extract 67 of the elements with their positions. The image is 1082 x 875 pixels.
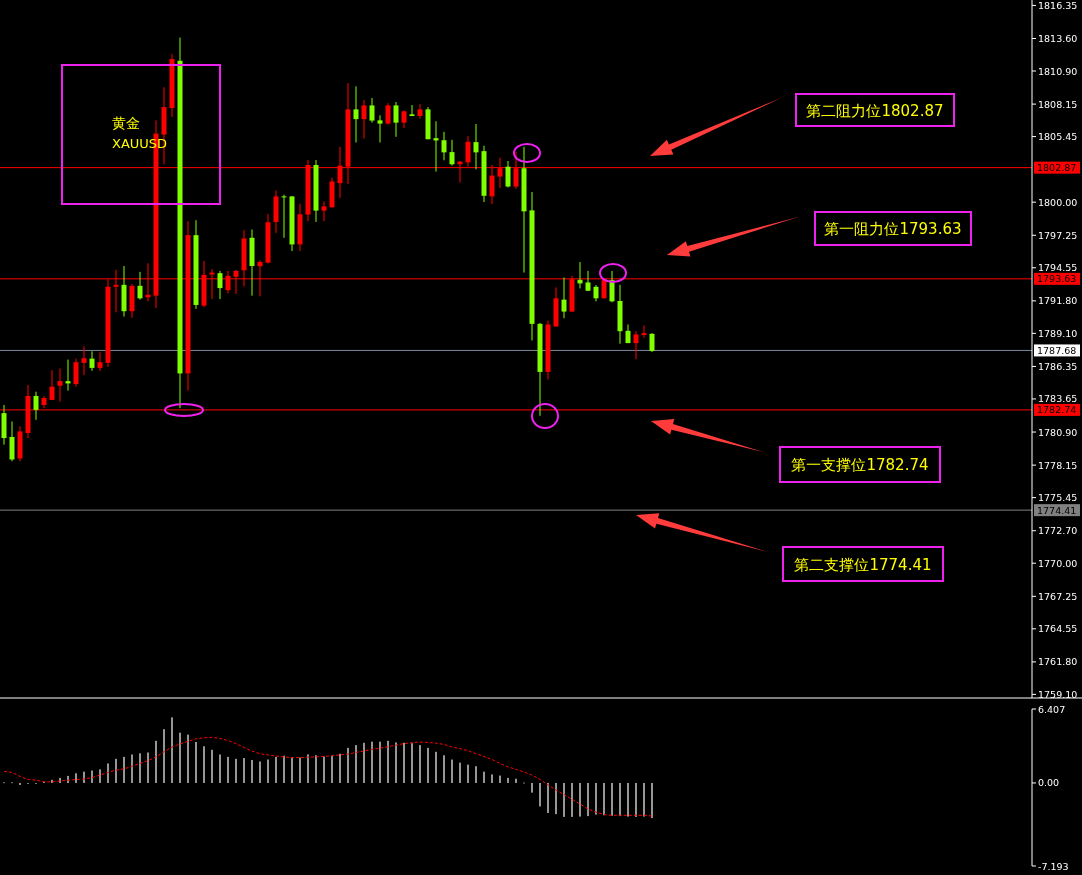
y-tick-label: 1800.00 (1038, 196, 1078, 208)
candlestick (473, 123, 479, 170)
y-tick-label: 1805.45 (1038, 131, 1078, 143)
candlestick (633, 330, 639, 360)
y-tick-label: 1772.70 (1038, 525, 1078, 537)
candlestick (505, 160, 511, 188)
annotation: 第一阻力位1793.63 (824, 220, 962, 238)
ref-line-label: 1793.63 (1037, 273, 1077, 285)
candlestick (33, 391, 39, 421)
y-tick-label: 1786.35 (1038, 360, 1078, 372)
candlestick (57, 368, 63, 403)
candlestick (417, 103, 423, 120)
y-tick-label: 0.00 (1038, 777, 1060, 789)
candlestick (9, 420, 15, 462)
y-tick-label: 1808.15 (1038, 98, 1078, 110)
y-tick-label: 1759.10 (1038, 688, 1078, 700)
candlestick (449, 139, 455, 167)
y-tick-label: 1794.55 (1038, 262, 1078, 274)
candlestick (561, 277, 567, 319)
text: 黄金 (112, 115, 140, 131)
y-tick-label: 1813.60 (1038, 33, 1078, 45)
y-tick-label: 6.407 (1038, 703, 1066, 715)
ref-line-label: 1782.74 (1037, 404, 1077, 416)
y-tick-label: 1780.90 (1038, 426, 1078, 438)
y-tick-label: 1764.55 (1038, 623, 1078, 635)
ref-line-label: 1787.68 (1037, 344, 1077, 356)
candlestick (65, 359, 71, 392)
candlestick (641, 325, 647, 339)
y-tick-label: 1797.25 (1038, 229, 1078, 241)
candlestick (81, 345, 87, 376)
candlestick (385, 102, 391, 126)
candlestick (409, 104, 415, 117)
candlestick (321, 200, 327, 222)
candlestick (73, 358, 79, 388)
candlestick (97, 351, 103, 372)
annotation: 第二阻力位1802.87 (806, 101, 944, 120)
ref-line-label: 1802.87 (1037, 162, 1077, 174)
candlestick (649, 332, 655, 353)
candlestick (433, 120, 439, 173)
candlestick (585, 270, 591, 292)
annotation: 第一支撑位1782.74 (791, 456, 929, 474)
annotation: 第二支撑位1774.41 (794, 555, 932, 574)
y-tick-label: 1816.35 (1038, 0, 1078, 11)
candlestick (369, 97, 375, 124)
y-tick-label: 1770.00 (1038, 557, 1078, 569)
candlestick (137, 271, 143, 301)
candlestick (49, 369, 55, 401)
y-tick-label: 1783.65 (1038, 393, 1078, 405)
y-tick-label: 1775.45 (1038, 492, 1078, 504)
y-tick-label: 1778.15 (1038, 459, 1078, 471)
candlestick (281, 194, 287, 239)
y-tick-label: 1810.90 (1038, 65, 1078, 77)
y-tick-label: 1789.10 (1038, 327, 1078, 339)
candlestick (441, 131, 447, 161)
candlestick (353, 85, 359, 143)
candlestick (377, 114, 383, 143)
candlestick (217, 270, 223, 300)
y-tick-label: 1761.80 (1038, 656, 1078, 668)
candlestick (393, 101, 399, 138)
y-tick-label: 1791.80 (1038, 295, 1078, 307)
ref-line-label: 1774.41 (1037, 504, 1077, 516)
candlestick (609, 270, 615, 303)
line-series (3, 736, 653, 817)
candlestick (89, 350, 95, 372)
y-tick-label: -7.193 (1038, 860, 1069, 872)
candlestick (361, 99, 367, 140)
y-tick-label: 1767.25 (1038, 590, 1078, 602)
